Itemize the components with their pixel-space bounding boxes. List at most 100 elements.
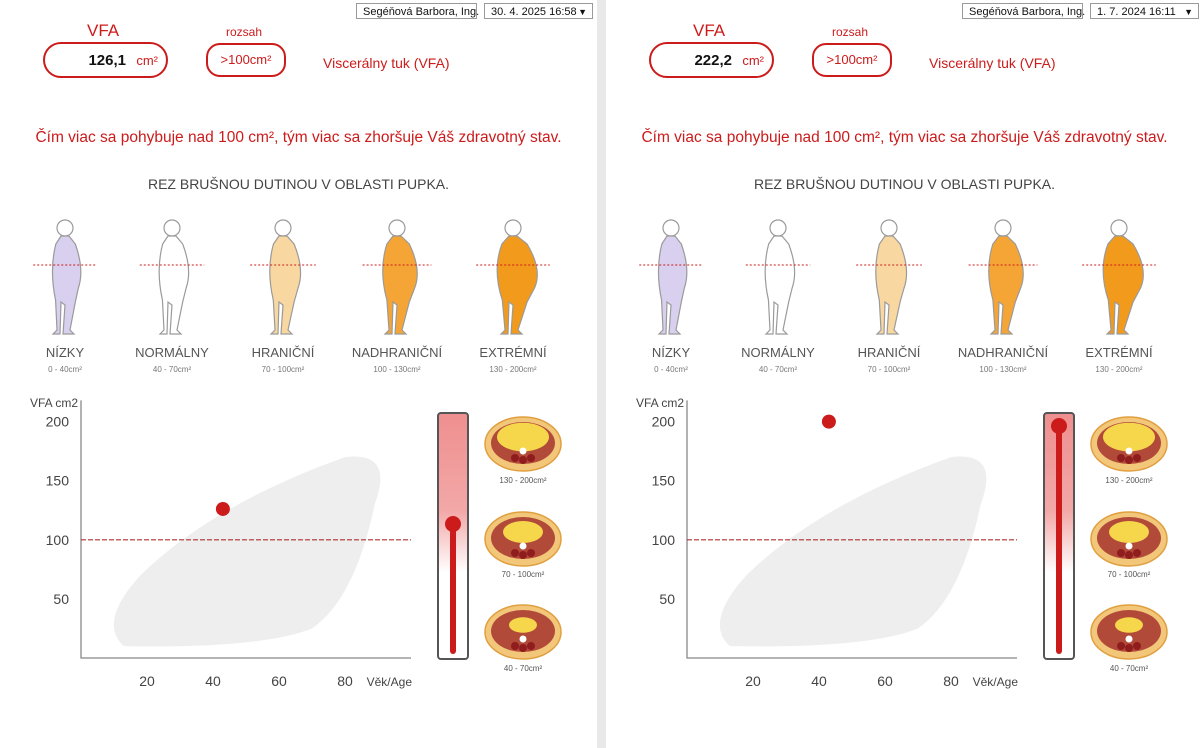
body-silhouette-icon [362, 219, 432, 335]
vfa-gauge [437, 412, 469, 660]
range-value-box: >100cm² [812, 43, 892, 77]
category-range: 130 - 200cm² [489, 365, 537, 374]
category-range: 40 - 70cm² [758, 365, 798, 374]
reference-area [113, 456, 381, 647]
category-range: 70 - 100cm² [261, 365, 305, 374]
vfa-caption: Viscerálny tuk (VFA) [323, 55, 450, 71]
user-name-box[interactable]: Segéňová Barbora, Ing. [962, 3, 1085, 19]
body-silhouette-icon [476, 219, 550, 335]
category-name: NADHRANIČNÍ [957, 345, 1049, 360]
abdominal-slice-icon [484, 603, 562, 661]
x-tick-label: 80 [337, 673, 353, 689]
body-figure-2 [117, 210, 227, 340]
category-name: NÍZKY [45, 345, 85, 360]
body-silhouette-icon [968, 219, 1038, 335]
vfa-value-box: 126,1 cm² [43, 42, 168, 78]
body-silhouette-icon [639, 219, 703, 335]
gauge-fill [450, 522, 456, 654]
section-heading: REZ BRUŠNOU DUTINOU V OBLASTI PUPKA. [147, 176, 450, 192]
vfa-label: VFA [87, 21, 120, 40]
body-figure-2 [723, 210, 833, 340]
category-name: NADHRANIČNÍ [351, 345, 443, 360]
vfa-data-point [821, 414, 836, 429]
x-tick-label: 40 [811, 673, 827, 689]
x-tick-label: 60 [271, 673, 287, 689]
y-tick-label: 200 [652, 414, 676, 430]
category-name: EXTRÉMNÍ [479, 345, 547, 360]
category-name: NÍZKY [651, 345, 691, 360]
panel-left: Segéňová Barbora, Ing. 30. 4. 2025 16:58… [0, 0, 597, 748]
gauge-fill [1056, 424, 1062, 654]
user-name-box[interactable]: Segéňová Barbora, Ing. [356, 3, 479, 19]
vfa-value: 222,2 [694, 52, 732, 69]
x-axis-label: Věk/Age [367, 675, 413, 689]
body-silhouette-icon [33, 219, 97, 335]
category-name: NORMÁLNY [741, 345, 815, 360]
abdominal-slice-icon [1090, 603, 1168, 661]
slice-range-label: 40 - 70cm² [1109, 664, 1149, 673]
x-tick-label: 40 [205, 673, 221, 689]
slice-range-label: 130 - 200cm² [499, 476, 547, 485]
x-tick-label: 20 [139, 673, 155, 689]
body-figure-1 [10, 210, 120, 340]
vfa-label: VFA [693, 21, 726, 40]
panel-divider [597, 0, 606, 748]
slice-range-label: 40 - 70cm² [503, 664, 543, 673]
abdominal-slice-icon [1090, 415, 1168, 473]
abdominal-slice-icon [484, 415, 562, 473]
category-range: 0 - 40cm² [654, 365, 688, 374]
category-name: NORMÁLNY [135, 345, 209, 360]
chart-axes [686, 400, 1017, 659]
abdominal-slice-icon [484, 510, 562, 568]
body-figure-1 [616, 210, 726, 340]
y-axis-label: VFA cm2 [30, 396, 78, 410]
gauge-knob [445, 516, 461, 532]
chevron-down-icon: ▼ [578, 7, 587, 17]
body-figure-4 [948, 210, 1058, 340]
y-tick-label: 100 [652, 532, 676, 548]
vfa-unit: cm² [136, 53, 158, 68]
vfa-data-point [215, 501, 230, 516]
y-axis-label: VFA cm2 [636, 396, 684, 410]
category-range: 70 - 100cm² [867, 365, 911, 374]
y-tick-label: 150 [652, 473, 676, 489]
x-tick-label: 80 [943, 673, 959, 689]
vfa-age-chart: 50 100 150 200 20 40 60 80 VFA cm2 Věk/Age [30, 396, 413, 689]
datetime-select[interactable]: 30. 4. 2025 16:58 ▼ [484, 3, 593, 19]
category-range: 0 - 40cm² [48, 365, 82, 374]
category-range: 40 - 70cm² [152, 365, 192, 374]
x-tick-label: 60 [877, 673, 893, 689]
y-tick-label: 200 [46, 414, 70, 430]
body-figure-3 [834, 210, 944, 340]
body-silhouette-icon [1082, 219, 1156, 335]
health-warning: Čím viac sa pohybuje nad 100 cm², tým vi… [35, 129, 562, 146]
body-silhouette-icon [250, 219, 316, 335]
y-tick-label: 150 [46, 473, 70, 489]
slice-range-label: 70 - 100cm² [1107, 570, 1151, 579]
abdominal-slice-icon [1090, 510, 1168, 568]
vfa-gauge [1043, 412, 1075, 660]
panel-right: Segéňová Barbora, Ing. 1. 7. 2024 16:11 ▼… [606, 0, 1200, 748]
y-tick-label: 50 [659, 591, 675, 607]
vfa-value: 126,1 [88, 52, 126, 69]
category-range: 100 - 130cm² [979, 365, 1027, 374]
category-range: 100 - 130cm² [373, 365, 421, 374]
slice-range-label: 70 - 100cm² [501, 570, 545, 579]
slice-range-label: 130 - 200cm² [1105, 476, 1153, 485]
section-heading: REZ BRUŠNOU DUTINOU V OBLASTI PUPKA. [753, 176, 1056, 192]
x-axis-label: Věk/Age [973, 675, 1019, 689]
y-tick-label: 100 [46, 532, 70, 548]
vfa-age-chart: 50 100 150 200 20 40 60 80 VFA cm2 Věk/Age [636, 396, 1019, 689]
category-name: HRANIČNÍ [857, 345, 921, 360]
body-silhouette-icon [856, 219, 922, 335]
body-figure-4 [342, 210, 452, 340]
chart-axes [80, 400, 411, 659]
category-name: EXTRÉMNÍ [1085, 345, 1153, 360]
chevron-down-icon: ▼ [1184, 7, 1193, 17]
reference-area [719, 456, 987, 647]
gauge-knob [1051, 418, 1067, 434]
range-label: rozsah [832, 25, 869, 39]
category-range: 130 - 200cm² [1095, 365, 1143, 374]
vfa-value-box: 222,2 cm² [649, 42, 774, 78]
datetime-select[interactable]: 1. 7. 2024 16:11 ▼ [1090, 3, 1199, 19]
